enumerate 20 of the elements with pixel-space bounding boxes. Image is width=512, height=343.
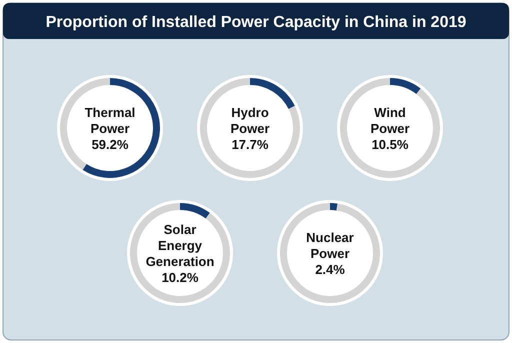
donut-slice <box>340 78 440 178</box>
slice-label: Solar Energy Generation <box>146 222 214 269</box>
data-label: 10.5% <box>372 137 409 152</box>
donut-slice <box>82 78 160 178</box>
donut-slice <box>330 203 338 210</box>
data-label: 17.7% <box>232 137 269 152</box>
donut-slice <box>130 203 230 303</box>
slice-label: Nuclear Power <box>306 230 354 261</box>
data-label: 2.4% <box>315 262 346 277</box>
donut-slice <box>390 78 421 94</box>
text: Proportion of Installed Power Capacity in China in 2019 <box>46 14 466 31</box>
slice-label: Wind Power <box>370 105 410 136</box>
donut-slice <box>280 203 380 303</box>
slice-label: Thermal Power <box>84 105 136 136</box>
data-label: 59.2% <box>92 137 129 152</box>
slice-label: Hydro Power <box>230 105 270 136</box>
data-label: 10.2% <box>162 270 199 285</box>
donut-slice <box>180 203 210 219</box>
donut-slice <box>250 78 295 109</box>
donut-slice <box>200 78 300 178</box>
